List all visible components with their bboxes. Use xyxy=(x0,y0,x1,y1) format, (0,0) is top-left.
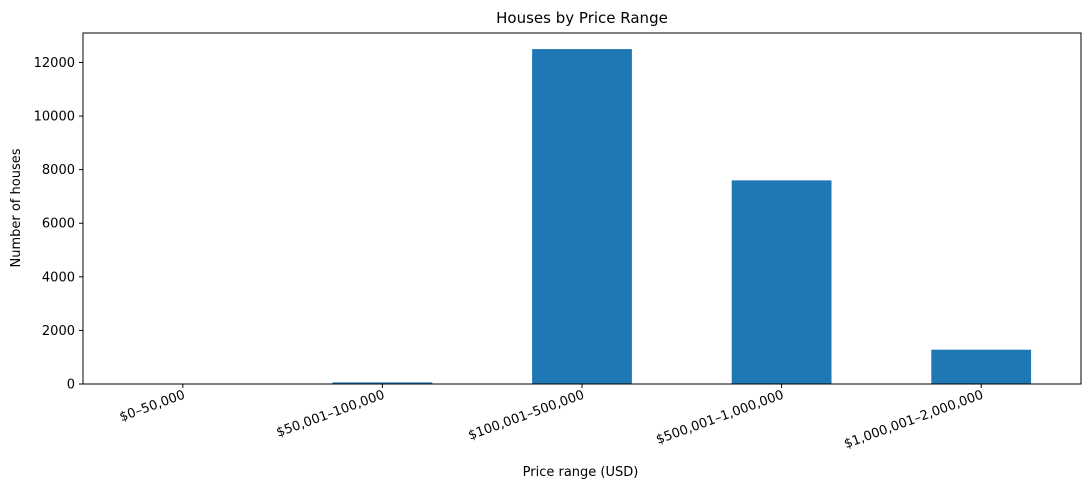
y-axis-title: Number of houses xyxy=(9,148,24,267)
y-tick-label: 8000 xyxy=(42,163,75,178)
y-tick-label: 4000 xyxy=(42,270,75,285)
bar-4 xyxy=(931,350,1031,384)
y-tick-label: 6000 xyxy=(42,217,75,232)
ticks-layer: 0 2000 4000 6000 8000 10000 12000 $0–50,000 $50,… xyxy=(34,56,986,452)
y-tick-label: 12000 xyxy=(34,56,75,71)
y-tick-label: 2000 xyxy=(42,324,75,339)
y-tick-label: 0 xyxy=(67,378,75,393)
x-tick-label: $1,000,001–2,000,000 xyxy=(842,388,985,452)
x-tick-label: $50,001–100,000 xyxy=(274,388,386,441)
x-axis-title: Price range (USD) xyxy=(523,465,639,480)
chart-title: Houses by Price Range xyxy=(496,9,668,27)
x-tick-label: $100,001–500,000 xyxy=(466,388,586,444)
x-tick-label: $500,001–1,000,000 xyxy=(654,388,786,448)
bar-2 xyxy=(532,49,632,384)
x-tick-label: $0–50,000 xyxy=(118,388,188,426)
y-tick-label: 10000 xyxy=(34,110,75,125)
bars-layer xyxy=(133,49,1031,384)
bar-3 xyxy=(732,180,832,384)
